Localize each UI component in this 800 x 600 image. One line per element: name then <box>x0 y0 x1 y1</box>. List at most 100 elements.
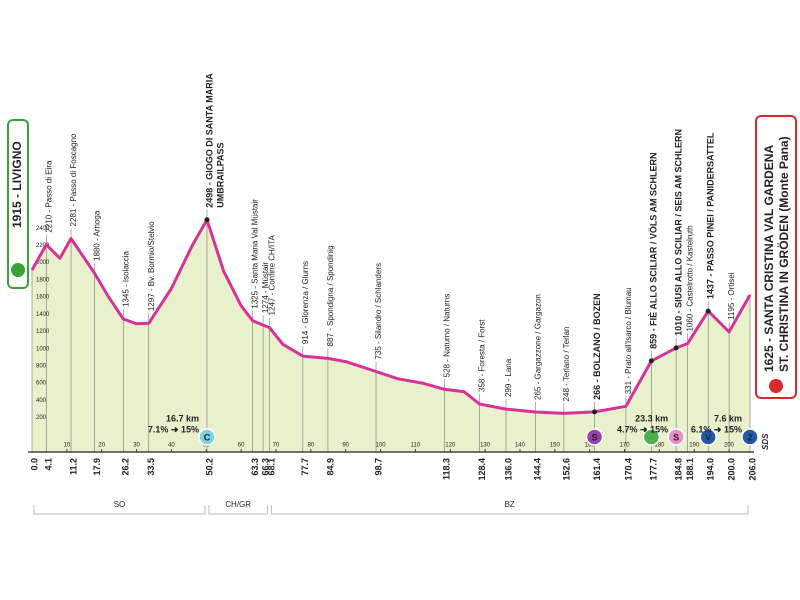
km-label: 50.2 <box>204 458 214 476</box>
km-label: 17.9 <box>92 458 102 476</box>
km-label: 136.0 <box>503 458 513 481</box>
y-tick-label: 800 <box>36 364 47 370</box>
y-tick-label: 2000 <box>36 260 50 266</box>
waypoint-label: 1345 - Isolaccia <box>121 250 130 307</box>
waypoint-dot <box>705 308 711 314</box>
km-label: 77.7 <box>300 458 310 476</box>
waypoint-label: 1195 - Ortisei <box>727 272 736 320</box>
climb-gradient: 6.1% ➜ 15% <box>691 424 742 434</box>
waypoint-label: 1297 - Bv. Bormio/Stelvio <box>147 221 156 311</box>
km-label: 194.0 <box>706 458 716 481</box>
km-label: 128.4 <box>477 458 487 481</box>
km-label: 68.1 <box>267 458 277 476</box>
y-tick-label: 1000 <box>36 346 50 352</box>
climb-length: 7.6 km <box>714 413 742 423</box>
waypoint-dot <box>648 358 654 364</box>
marker <box>585 428 604 446</box>
waypoint-label: 2281 - Passo di Foscagno <box>69 133 78 226</box>
waypoint-label: 1325 - Santa Maria Val Müstair <box>251 199 260 309</box>
waypoint-dot <box>592 409 598 415</box>
marker-symbol: S <box>673 432 679 442</box>
region-label: CH/GR <box>225 500 251 509</box>
km-label: 84.9 <box>325 458 335 476</box>
waypoint-label: 2498 - GIOGO DI SANTA MARIA <box>204 73 214 208</box>
km-label: 200.0 <box>726 458 736 481</box>
x-tick-label: 110 <box>411 443 421 449</box>
region-label: BZ <box>505 500 515 509</box>
x-tick-label: 10 <box>64 443 71 449</box>
x-tick-label: 30 <box>133 443 140 449</box>
marker-symbol: 2 <box>747 432 752 442</box>
km-label: 206.0 <box>747 458 757 481</box>
region-label: SO <box>114 500 126 509</box>
marker-symbol: V <box>705 432 711 442</box>
y-tick-label: 200 <box>36 415 47 421</box>
x-tick-label: 180 <box>654 443 665 449</box>
x-tick-label: 60 <box>238 443 245 449</box>
x-tick-label: 100 <box>376 443 387 449</box>
km-label: 66.3 <box>260 458 270 476</box>
marker-symbol: S <box>592 432 598 442</box>
x-tick-label: 90 <box>342 443 349 449</box>
y-tick-label: 1800 <box>36 277 50 283</box>
waypoint-label: 1437 - PASSO PINEI / PANIDERSATTEL <box>706 132 716 299</box>
km-label: 63.3 <box>250 458 260 476</box>
y-tick-label: 400 <box>36 398 47 404</box>
km-label: 152.6 <box>561 458 571 481</box>
x-tick-label: 150 <box>550 443 561 449</box>
x-tick-label: 20 <box>98 443 105 449</box>
waypoint-label: 735 - Silandro / Schlanders <box>374 263 383 360</box>
finish-icon <box>769 379 783 393</box>
waypoint-label: 1274 - Müstair <box>261 262 270 313</box>
y-tick-label: 2400 <box>36 226 50 232</box>
x-tick-label: 120 <box>445 443 456 449</box>
y-tick-label: 1200 <box>36 329 50 335</box>
x-tick-label: 170 <box>620 443 631 449</box>
marker <box>642 428 661 446</box>
x-tick-label: 200 <box>724 443 735 449</box>
start-box <box>7 119 29 289</box>
waypoint-dot <box>673 345 679 351</box>
start-label: 1915 - LIVIGNO <box>10 141 24 228</box>
marker <box>198 428 216 446</box>
waypoint-label: 331 - Prato all'Isarco / Blumau <box>624 287 633 394</box>
climb-gradient: 4.7% ➜ 15% <box>617 424 668 434</box>
profile-line <box>30 218 752 415</box>
waypoint-label: 265 - Gargazzone / Gargazon <box>533 294 542 400</box>
marker <box>699 428 717 446</box>
waypoint-label: 1010 - SIUSI ALLO SCILIAR / SEIS AM SCHL… <box>673 129 683 336</box>
km-label: 11.2 <box>68 458 78 475</box>
finish-box <box>755 115 797 399</box>
km-label: 177.7 <box>649 458 659 481</box>
y-tick-label: 2200 <box>36 243 50 249</box>
km-label: 184.8 <box>673 458 683 481</box>
km-label: 0.0 <box>29 458 39 471</box>
x-tick-label: 40 <box>168 443 175 449</box>
km-label: 98.7 <box>373 458 383 476</box>
km-label: 26.2 <box>121 458 131 476</box>
marker <box>741 428 759 446</box>
region-bracket <box>33 505 206 515</box>
waypoint-label: 859 - FIÈ ALLO SCILIAR / VÖLS AM SCHLERN <box>649 152 659 348</box>
waypoint-label: 266 - BOLZANO / BOZEN <box>592 293 602 400</box>
logo: SDS <box>761 433 770 450</box>
climb-length: 23.3 km <box>635 413 668 423</box>
waypoint-label: 248 - Terlano / Terlan <box>562 327 571 402</box>
climb-length: 16.7 km <box>166 413 199 423</box>
profile-area <box>32 219 750 452</box>
region-bracket <box>208 505 268 515</box>
finish-label: ST. CHRISTINA IN GRÖDEN (Monte Pana) <box>776 136 791 372</box>
finish-label: 1625 - SANTA CRISTINA VAL GARDENA <box>762 145 776 372</box>
y-tick-label: 1400 <box>36 312 50 318</box>
climb-gradient: 7.1% ➜ 15% <box>148 424 199 434</box>
waypoint-label: 358 - Foresta / Forst <box>478 319 487 392</box>
x-tick-label: 190 <box>689 443 700 449</box>
waypoint-label: UMBRAILPASS <box>215 142 225 207</box>
x-tick-label: 80 <box>307 443 314 449</box>
x-tick-label: 130 <box>480 443 491 449</box>
km-label: 4.1 <box>44 458 54 471</box>
marker <box>667 428 685 446</box>
waypoint-label: 1247 - Confine CH/ITA <box>267 234 276 315</box>
waypoint-label: 887 - Spondigna / Spondinig <box>326 245 335 346</box>
